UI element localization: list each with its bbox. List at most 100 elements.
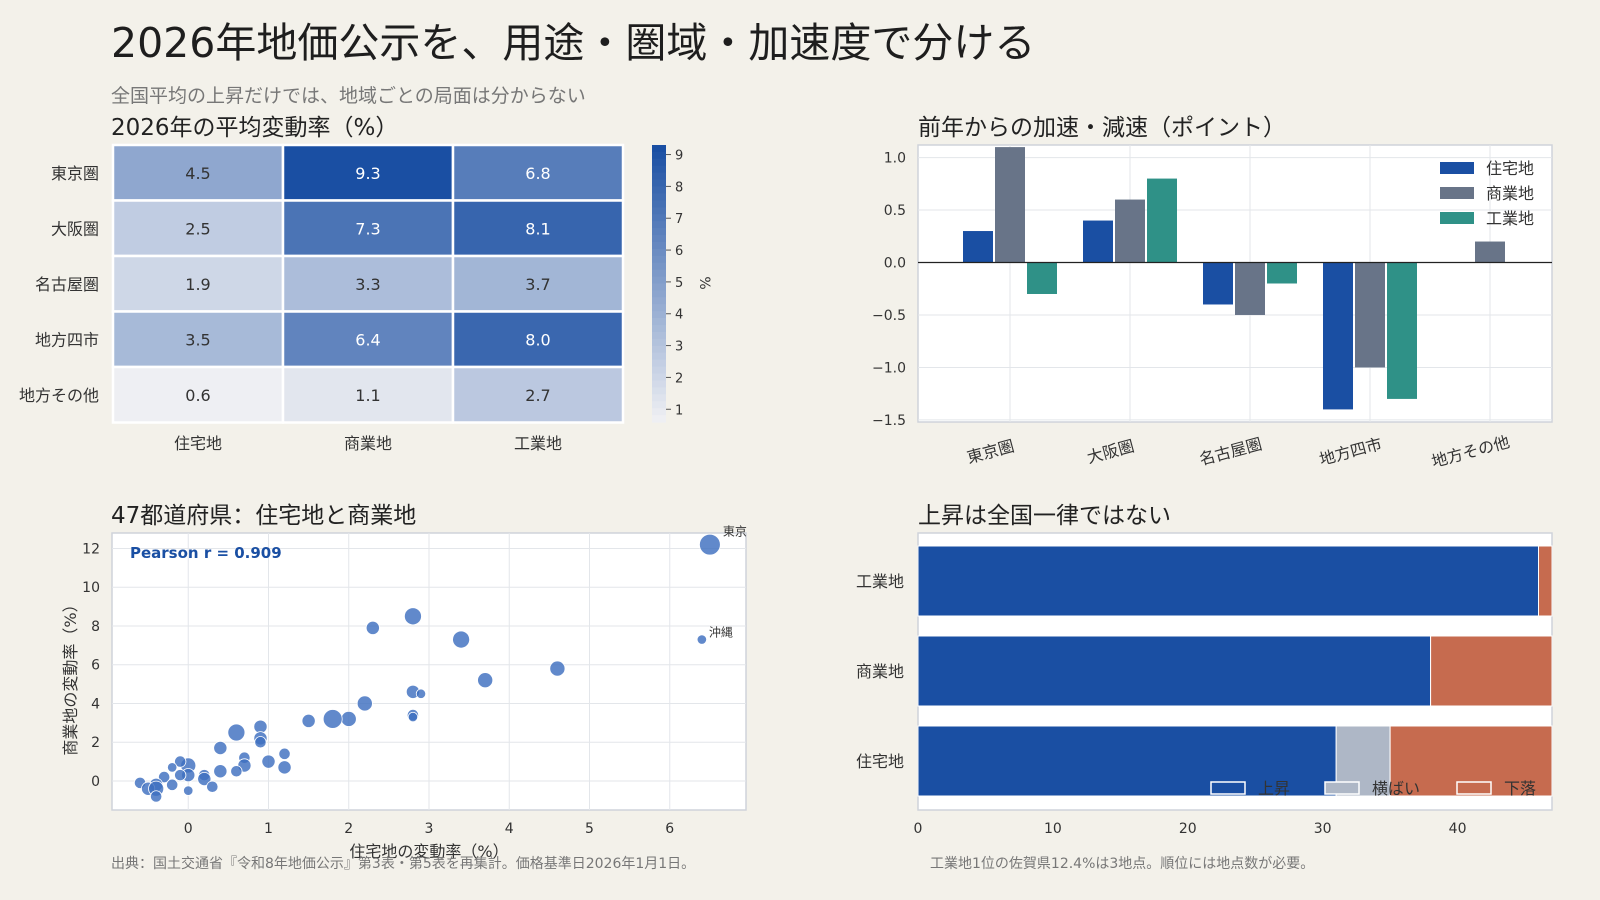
heatmap-cell-value: 2.5 [185, 219, 210, 238]
colorbar-segment [652, 172, 666, 181]
breakdown-category-label: 住宅地 [856, 752, 904, 771]
heatmap-cell-value: 3.7 [525, 275, 550, 294]
scatter-ytick-label: 10 [82, 580, 100, 596]
heatmap-cell [451, 199, 625, 258]
breakdown-bar-segment [917, 635, 1432, 707]
scatter-point [407, 711, 419, 723]
colorbar-segment [652, 394, 666, 402]
colorbar-segment [652, 214, 666, 222]
heatmap-cell [111, 310, 285, 369]
scatter-xtick-label: 0 [184, 821, 193, 837]
scatter-xtick-label: 3 [425, 821, 434, 837]
heatmap-cell-value: 3.5 [185, 330, 210, 349]
heatmap-row-label: 大阪圏 [51, 219, 99, 238]
heatmap-chart: 2026年の平均変動率（%） 東京圏 4.5 9.3 6.8 大阪圏 2.5 7.3 8.1 名… [19, 115, 712, 453]
scatter-xlabel: 住宅地の変動率（%） [349, 842, 508, 861]
scatter-xtick-label: 2 [344, 821, 353, 837]
heatmap-cell-value: 7.3 [355, 219, 380, 238]
scatter-point [696, 634, 708, 645]
heatmap-column-label: 住宅地 [174, 434, 222, 453]
breakdown-bar-segment [1538, 545, 1553, 617]
colorbar-segment [652, 401, 666, 409]
scatter-point [166, 778, 179, 791]
colorbar-tick-label: 6 [675, 244, 683, 259]
scatter-point [301, 713, 316, 728]
heatmap-cell [451, 365, 625, 424]
heatmap-cell-value: 3.3 [355, 275, 380, 294]
accel-bar [1323, 262, 1353, 410]
colorbar-segment [652, 331, 666, 340]
legend-swatch [1440, 187, 1474, 199]
legend-swatch [1210, 781, 1246, 795]
breakdown-category-label: 工業地 [856, 572, 904, 591]
accel-ytick-label: −1.0 [872, 360, 906, 376]
legend-label: 工業地 [1486, 209, 1534, 228]
scatter-point [227, 723, 246, 742]
breakdown-category-label: 商業地 [856, 662, 904, 681]
colorbar-tick-label: 3 [675, 340, 683, 355]
colorbar-segment [652, 408, 666, 416]
scatter-annotation: Pearson r = 0.909 [130, 544, 282, 562]
colorbar-segment [652, 165, 666, 174]
colorbar-label: % [696, 276, 712, 289]
colorbar-tick-label: 9 [675, 149, 683, 164]
accel-bar [1083, 220, 1113, 263]
scatter-point [183, 785, 194, 796]
colorbar-segment [652, 145, 666, 153]
scatter-ylabel: 商業地の変動率（%） [61, 596, 80, 755]
accel-category-label: 大阪圏 [1085, 436, 1136, 467]
scatter-point [356, 695, 373, 712]
accel-ytick-label: −0.5 [872, 308, 906, 324]
accel-category-label: 名古屋圏 [1197, 434, 1264, 469]
scatter-point [197, 771, 212, 787]
accel-title: 前年からの加速・減速（ポイント） [918, 115, 1286, 141]
colorbar-tick-label: 1 [675, 403, 683, 418]
accel-bar [995, 147, 1025, 263]
scatter-point-label: 東京 [723, 525, 747, 539]
scatter-point [167, 762, 178, 773]
colorbar-segment [652, 415, 666, 423]
scatter-xtick-label: 1 [264, 821, 273, 837]
colorbar-segment [652, 276, 666, 285]
scatter-point [340, 710, 357, 727]
heatmap-cell [281, 143, 455, 202]
breakdown-xtick-label: 10 [1044, 821, 1062, 837]
colorbar-segment [652, 193, 666, 201]
colorbar-segment [652, 221, 666, 229]
colorbar-segment [652, 179, 666, 188]
colorbar-segment [652, 338, 666, 347]
breakdown-xtick-label: 30 [1314, 821, 1332, 837]
colorbar-segment [652, 186, 666, 195]
colorbar-segment [652, 318, 666, 326]
scatter-ytick-label: 6 [91, 658, 100, 674]
accel-ytick-label: 0.0 [884, 256, 906, 272]
legend-label: 上昇 [1258, 779, 1290, 798]
legend-label: 横ばい [1372, 779, 1420, 798]
heatmap-row-label: 地方四市 [35, 330, 99, 349]
colorbar-tick-label: 2 [675, 371, 683, 386]
colorbar-segment [652, 255, 666, 264]
scatter-point [699, 533, 721, 556]
colorbar-tick-label: 8 [675, 180, 683, 195]
legend-label: 住宅地 [1486, 159, 1534, 178]
breakdown-xtick-label: 0 [914, 821, 923, 837]
accel-bar [1147, 178, 1177, 263]
scatter-point [174, 755, 187, 768]
scatter-point-label: 沖縄 [709, 625, 733, 640]
scatter-title: 47都道府県：住宅地と商業地 [111, 503, 416, 529]
colorbar-segment [652, 304, 666, 312]
heatmap-row-label: 東京圏 [51, 164, 99, 183]
scatter-point [174, 769, 187, 782]
legend-swatch [1456, 781, 1492, 795]
accel-bar [1475, 241, 1505, 263]
scatter-point [206, 780, 219, 793]
heatmap-cell-value: 6.8 [525, 164, 550, 183]
accel-category-label: 東京圏 [965, 436, 1016, 467]
breakdown-bar-segment [917, 545, 1540, 617]
colorbar-segment [652, 248, 666, 257]
heatmap-cell [451, 310, 625, 369]
scatter-point [403, 607, 422, 626]
colorbar-segment [652, 262, 666, 271]
heatmap-row-label: 地方その他 [19, 386, 99, 405]
